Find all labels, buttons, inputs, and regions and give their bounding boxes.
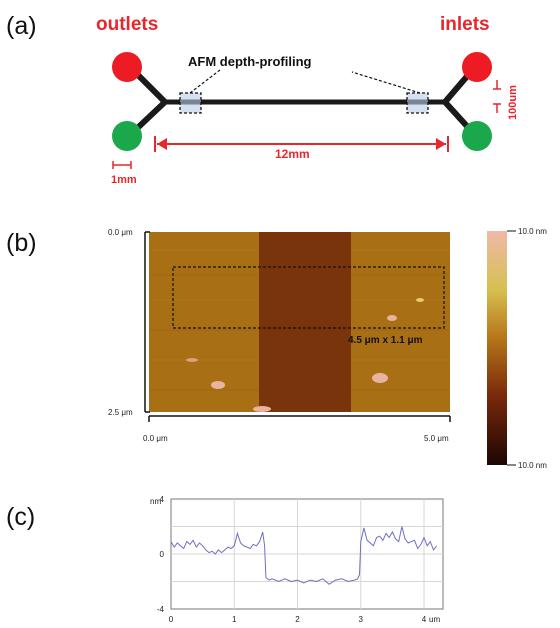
scale-top-label: 10.0 nm [518,227,547,236]
x-tick-label: 3 [359,615,364,624]
channel-diagram: outlets inlets AFM depth-profiling 12mm … [96,14,519,186]
afm-particle [416,298,424,302]
afm-label: AFM depth-profiling [188,54,312,69]
inlets-label: inlets [440,14,490,35]
outlet-port-red [112,52,142,82]
length-label: 12mm [275,147,310,161]
width-label: 100um [507,85,519,120]
outlets-label: outlets [96,14,158,35]
x-tick-label: 0 [169,615,174,624]
roi-label: 4.5 μm x 1.1 μm [348,335,423,346]
inlet-port-red [462,52,492,82]
panel-label-c: (c) [6,503,35,531]
afm-channel-trench [259,232,351,412]
y-axis-unit-label: nm [150,497,161,506]
x-tick-label: 2 [295,615,300,624]
scale-bottom-label: 10.0 nm [518,461,547,470]
afm-particle [211,381,225,389]
y-tick-label: 4 [160,495,165,504]
roi-box [172,266,445,329]
panel-label-b: (b) [6,229,37,257]
inlet-port-green [462,121,492,151]
port-size-label: 1mm [111,174,137,186]
color-scale-bar [487,231,507,465]
panel-label-a: (a) [6,12,37,40]
afm-particle [253,406,271,412]
afm-leader-right [351,71,421,94]
plot-grid [171,499,443,609]
x-tick-label: 1 [232,615,237,624]
length-arrowhead-left [157,138,167,150]
afm-leader-left [189,69,221,94]
y-tick-label: 0 [160,550,165,559]
x-tick-label: 4 [422,615,427,624]
length-arrowhead-right [436,138,446,150]
afm-image-panel: 4.5 μm x 1.1 μm 0.0 μm 2.5 μm 0.0 μm 5.0… [108,227,547,470]
x-axis-unit-label: um [429,615,440,624]
afm-region-right [406,92,429,114]
afm-x-left-label: 0.0 μm [143,434,168,443]
afm-y-bottom-label: 2.5 μm [108,408,133,417]
height-profile-line [170,526,438,585]
afm-particle [372,373,388,383]
y-tick-label: -4 [157,605,165,614]
afm-x-right-label: 5.0 μm [424,434,449,443]
afm-y-top-label: 0.0 μm [108,228,133,237]
outlet-port-green [112,121,142,151]
afm-region-left [179,92,202,114]
afm-particle [186,358,198,362]
afm-particle [387,315,397,321]
